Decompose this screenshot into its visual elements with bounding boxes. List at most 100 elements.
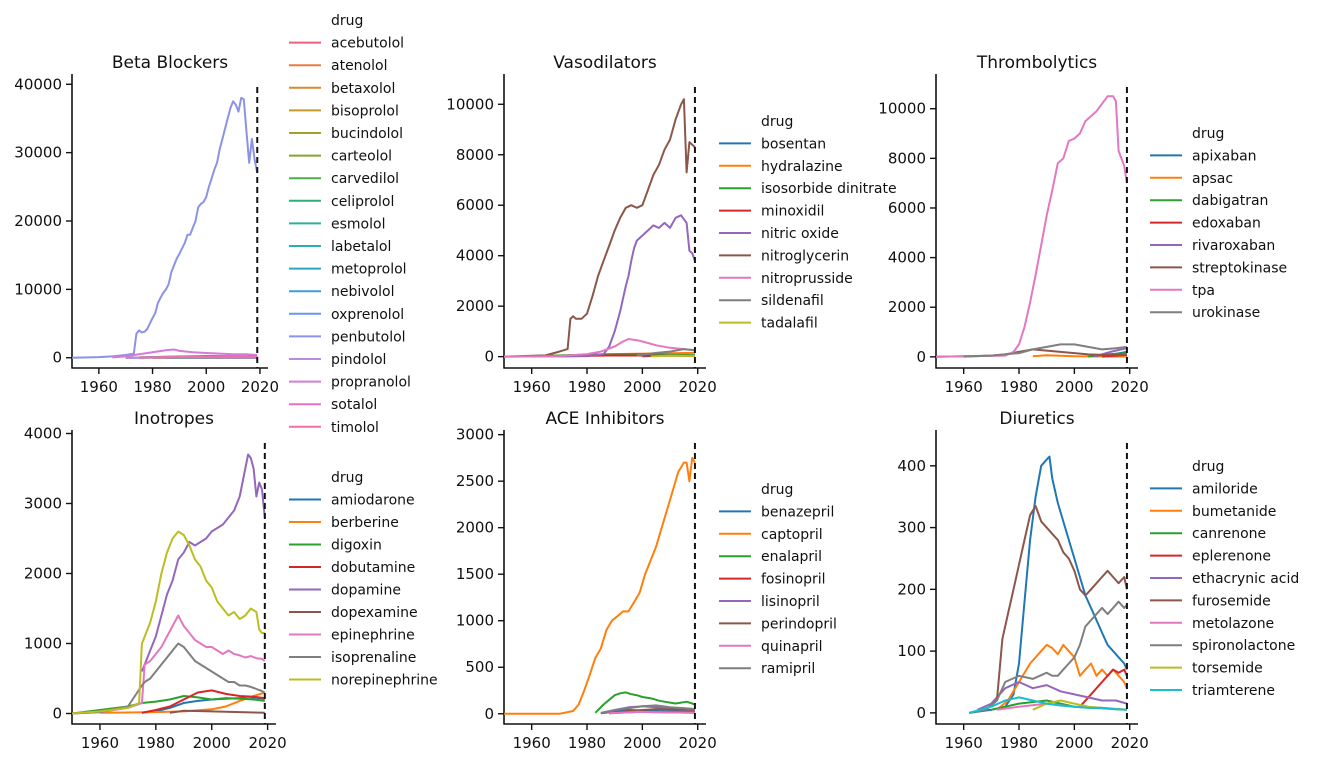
legend: drug apixaban apsac dabigatran edoxaban rivar…	[1150, 126, 1287, 321]
series-line-dopexamine	[169, 709, 265, 714]
series-line-ramipril	[600, 704, 695, 714]
legend-entry: apixaban	[1192, 148, 1257, 164]
panel-diuretics: Diuretics 1960 1980 2000 2020 0 100 200 300 400 dr…	[897, 409, 1299, 752]
x-tick-label: 1960	[513, 734, 551, 752]
legend-entry: atenolol	[331, 58, 387, 74]
legend: drug acebutolol atenolol betaxolol bisoprolo…	[289, 13, 411, 436]
x-tick-label: 2000	[1055, 378, 1093, 396]
y-tick-label: 0	[916, 704, 926, 722]
legend-entry: enalapril	[761, 549, 822, 565]
legend-entry: bisoprolol	[331, 103, 399, 119]
y-tick-label: 8000	[456, 146, 494, 164]
y-tick-label: 0	[484, 348, 494, 366]
series-line-sildenafil	[636, 348, 696, 357]
x-tick-label: 2020	[1111, 734, 1149, 752]
legend-entry: triamterene	[1192, 683, 1275, 699]
y-tick-label: 1000	[24, 635, 62, 653]
series-line-nitroprusside	[504, 338, 696, 358]
legend-entry: dobutamine	[331, 560, 415, 576]
legend-entry: hydralazine	[761, 159, 843, 175]
series-line-urokinase	[963, 343, 1128, 358]
x-tick-label: 1960	[81, 734, 119, 752]
x-tick-label: 1960	[80, 378, 118, 396]
chart-title: Thrombolytics	[976, 53, 1097, 73]
legend-entry: carvedilol	[331, 171, 399, 187]
legend-entry: bosentan	[761, 136, 826, 152]
x-tick-label: 2000	[1055, 734, 1093, 752]
legend-entry: acebutolol	[331, 36, 404, 52]
legend-entry: metolazone	[1192, 616, 1274, 632]
chart-title: Diuretics	[999, 409, 1074, 429]
series-line-epinephrine	[72, 614, 266, 715]
x-tick-label: 1980	[1000, 734, 1038, 752]
y-tick-label: 1000	[456, 612, 494, 630]
x-tick-label: 1960	[945, 378, 983, 396]
legend-entry: bucindolol	[331, 126, 403, 142]
legend-entry: pindolol	[331, 352, 386, 368]
series-line-tadalafil	[650, 354, 695, 358]
legend-entry: propranolol	[331, 375, 411, 391]
y-tick-label: 8000	[888, 149, 926, 167]
series-group	[504, 98, 696, 358]
x-tick-label: 1980	[133, 378, 171, 396]
series-line-amiloride	[969, 455, 1128, 714]
legend-entry: benazepril	[761, 504, 834, 520]
legend-entry: dopamine	[331, 583, 401, 599]
legend-entry: epinephrine	[331, 628, 415, 644]
series-line-captopril	[504, 456, 696, 715]
x-tick-label: 2000	[187, 378, 225, 396]
series-line-dobutamine	[141, 689, 265, 714]
legend-entry: rivaroxaban	[1192, 238, 1275, 254]
panel-beta-blockers: Beta Blockers 1960 1980 2000 2020 0 10000 20000…	[14, 13, 411, 436]
series-group	[936, 95, 1128, 358]
legend-entry: celiprolol	[331, 194, 394, 210]
y-tick-label: 0	[916, 348, 926, 366]
legend-entry: spironolactone	[1192, 638, 1295, 654]
y-tick-label: 30000	[14, 144, 62, 162]
series-line-quinapril	[609, 710, 695, 715]
series-line-nitroglycerin	[504, 98, 696, 358]
legend-entry: perindopril	[761, 616, 837, 632]
legend-entry: amiodarone	[331, 493, 415, 509]
legend-entry: amiloride	[1192, 481, 1258, 497]
legend-title: drug	[1192, 126, 1224, 142]
legend-entry: sotalol	[331, 397, 377, 413]
legend-entry: ethacrynic acid	[1192, 571, 1299, 587]
y-tick-label: 3000	[24, 495, 62, 513]
x-tick-label: 1980	[137, 734, 175, 752]
series-line-enalapril	[594, 691, 696, 714]
legend-entry: dabigatran	[1192, 193, 1268, 209]
legend-entry: oxprenolol	[331, 307, 404, 323]
chart-title: Beta Blockers	[112, 53, 228, 73]
series-line-spironolactone	[969, 600, 1128, 714]
legend-entry: tpa	[1192, 283, 1215, 299]
y-tick-label: 10000	[446, 95, 494, 113]
legend-entry: timolol	[331, 420, 379, 436]
series-line-isoprenaline	[72, 642, 266, 715]
y-tick-label: 20000	[14, 212, 62, 230]
x-tick-label: 1980	[568, 734, 606, 752]
legend-entry: isoprenaline	[331, 650, 416, 666]
y-tick-label: 10000	[878, 100, 926, 118]
y-tick-label: 300	[897, 519, 926, 537]
legend-entry: apsac	[1192, 171, 1233, 187]
legend-entry: nitric oxide	[761, 226, 839, 242]
y-tick-label: 2000	[24, 565, 62, 583]
x-tick-label: 1980	[568, 378, 606, 396]
legend-entry: metoprolol	[331, 262, 407, 278]
legend-entry: digoxin	[331, 538, 382, 554]
legend-title: drug	[1192, 459, 1224, 475]
y-tick-label: 3000	[456, 426, 494, 444]
legend-entry: isosorbide dinitrate	[761, 181, 897, 197]
legend-entry: ramipril	[761, 661, 815, 677]
x-tick-label: 2020	[1111, 378, 1149, 396]
x-tick-label: 1960	[513, 378, 551, 396]
series-line-tpa	[936, 95, 1128, 358]
y-tick-label: 100	[897, 642, 926, 660]
y-tick-label: 0	[52, 349, 62, 367]
legend-entry: minoxidil	[761, 204, 824, 220]
panel-thrombolytics: Thrombolytics 1960 1980 2000 2020 0 2000 4000 60…	[878, 53, 1287, 396]
legend-entry: quinapril	[761, 639, 823, 655]
legend: drug amiodarone berberine digoxin dobutamine…	[289, 470, 438, 689]
y-tick-label: 500	[465, 658, 494, 676]
